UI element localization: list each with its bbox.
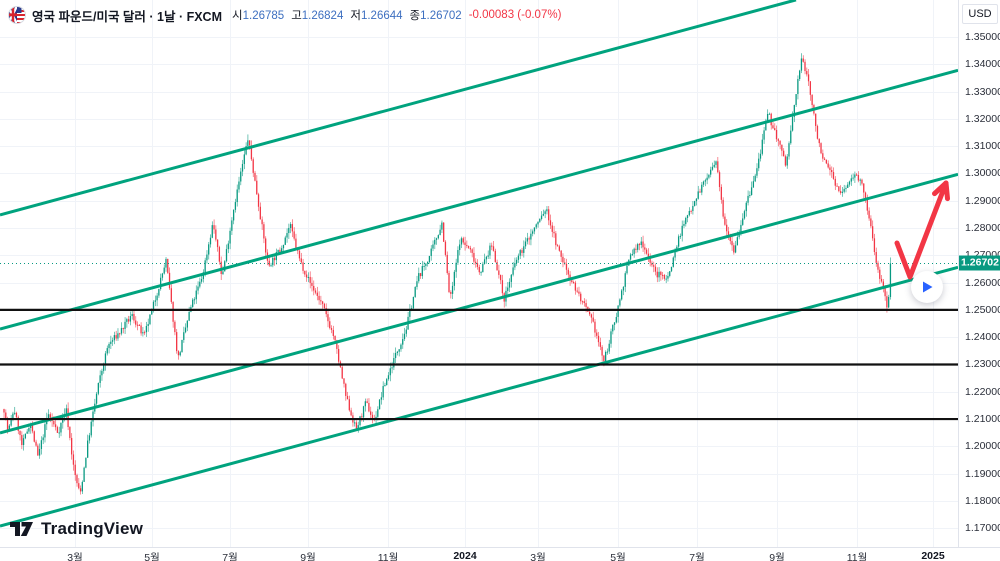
time-axis-label: 11월 — [377, 552, 399, 561]
current-price-tag: 1.26702 — [959, 255, 1000, 271]
time-axis[interactable]: 3월 5월 7월 9월 11월 2024 3월 5월 7월 9월 11월 2025 — [0, 547, 1000, 561]
ohlc-readout: 시1.26785 고1.26824 저1.26644 종1.26702 -0.0… — [232, 7, 561, 23]
price-axis-label: 1.33000 — [965, 85, 1000, 98]
gbpusd-flag-icon — [8, 6, 26, 24]
time-axis-label: 5월 — [144, 552, 160, 561]
price-axis-label: 1.17000 — [965, 522, 1000, 535]
time-axis-label: 2024 — [453, 550, 477, 561]
price-axis-label: 1.21000 — [965, 413, 1000, 426]
tradingview-logo-text: TradingView — [41, 519, 144, 538]
price-axis-label: 1.32000 — [965, 112, 1000, 125]
tradingview-logo-icon — [10, 522, 33, 536]
price-axis-label: 1.35000 — [965, 31, 1000, 43]
time-axis-label: 3월 — [67, 552, 83, 561]
open-value: 1.26785 — [242, 10, 285, 22]
time-axis-label: 5월 — [610, 552, 626, 561]
close-value: 1.26702 — [420, 10, 462, 22]
price-axis-label: 1.23000 — [965, 358, 1000, 371]
price-axis-label: 1.24000 — [965, 331, 1000, 344]
tradingview-logo[interactable]: TradingView — [10, 518, 143, 540]
price-axis-label: 1.18000 — [965, 494, 1000, 507]
red-up-arrow[interactable] — [894, 180, 949, 280]
close-label: 종 — [409, 10, 421, 22]
trend-channel-line[interactable] — [0, 68, 958, 331]
open-label: 시 — [232, 10, 243, 22]
price-axis-label: 1.31000 — [965, 140, 1000, 153]
price-axis-label: 1.26000 — [965, 276, 1000, 289]
time-axis-label: 7월 — [222, 552, 238, 561]
price-axis-label: 1.30000 — [965, 167, 1000, 180]
low-label: 저 — [350, 10, 361, 22]
trend-channel-line[interactable] — [0, 172, 958, 435]
high-label: 고 — [291, 10, 302, 22]
price-axis-label: 1.28000 — [965, 222, 1000, 235]
price-axis-label: 1.34000 — [965, 58, 1000, 71]
play-icon — [923, 281, 933, 293]
time-axis-label: 2025 — [921, 550, 945, 561]
symbol-title[interactable]: 영국 파운드/미국 달러 · 1날 · FXCM — [32, 9, 223, 24]
currency-label[interactable]: USD — [962, 4, 998, 24]
time-axis-label: 9월 — [769, 552, 785, 561]
chart-annotations — [0, 0, 958, 528]
replay-play-button[interactable] — [911, 271, 943, 303]
time-axis-label: 7월 — [689, 552, 705, 561]
price-axis-label: 1.25000 — [965, 303, 1000, 316]
low-value: 1.26644 — [360, 10, 403, 22]
time-axis-label: 11월 — [846, 552, 868, 561]
symbol-header: 영국 파운드/미국 달러 · 1날 · FXCM 시1.26785 고1.268… — [8, 5, 561, 25]
change-value: -0.00083 (-0.07%) — [468, 9, 562, 21]
time-axis-label: 9월 — [300, 552, 316, 561]
price-axis[interactable]: USD 1.35000 1.34000 1.33000 1.32000 1.31000 1… — [958, 0, 1000, 547]
price-axis-label: 1.19000 — [965, 467, 1000, 480]
price-axis-label: 1.29000 — [965, 194, 1000, 207]
price-axis-label: 1.20000 — [965, 440, 1000, 453]
time-axis-label: 3월 — [530, 552, 546, 561]
candlestick-chart-pane[interactable] — [0, 0, 958, 547]
price-axis-label: 1.22000 — [965, 385, 1000, 398]
high-value: 1.26824 — [301, 10, 344, 22]
trend-channel-line[interactable] — [0, 0, 797, 217]
